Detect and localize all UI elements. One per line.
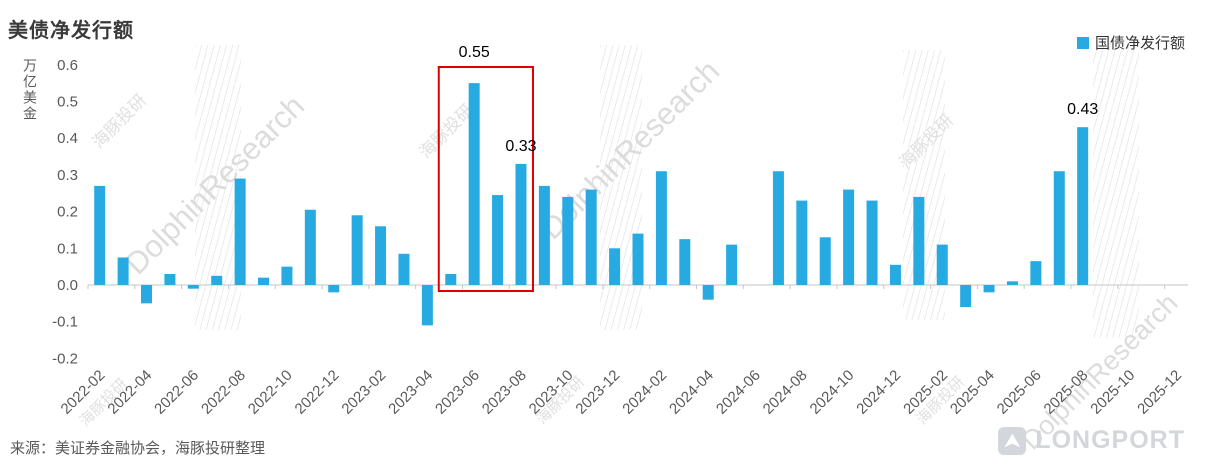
- bar-2022-06: [187, 285, 199, 289]
- longport-logo-text: LONGPORT: [1035, 426, 1185, 454]
- x-tick-label: 2024-04: [666, 367, 717, 418]
- bar-2024-07: [772, 171, 784, 285]
- x-tick-label: 2024-12: [853, 367, 904, 418]
- bar-2025-03: [960, 285, 972, 308]
- bar-2023-02: [375, 226, 387, 285]
- chart-title: 美债净发行额: [8, 20, 134, 42]
- x-tick-label: 2024-06: [713, 367, 764, 418]
- bar-2024-05: [726, 244, 738, 285]
- y-tick-label: 0.2: [57, 204, 78, 221]
- bar-2023-01: [351, 215, 363, 285]
- bar-2024-03: [679, 239, 691, 285]
- bar-2023-10: [562, 196, 574, 285]
- source-note: 来源：美证券金融协会，海豚投研整理: [10, 440, 266, 457]
- x-tick-label: 2025-04: [947, 367, 998, 418]
- y-tick-label: 0.6: [57, 57, 78, 74]
- bar-2024-02: [655, 171, 667, 285]
- bar-2025-05: [1006, 281, 1018, 285]
- bar-2023-06: [468, 83, 480, 286]
- bar-2024-09: [819, 237, 831, 285]
- highlight-box: [437, 66, 534, 292]
- bar-2023-07: [492, 195, 504, 285]
- bar-2022-02: [94, 185, 106, 285]
- bar-2022-09: [258, 277, 270, 285]
- bar-2024-11: [866, 200, 878, 285]
- x-tick-label: 2025-10: [1087, 367, 1138, 418]
- bar-2025-06: [1030, 261, 1042, 285]
- legend-swatch-icon: [1076, 36, 1089, 49]
- annotation-2023-08: 0.33: [505, 138, 536, 155]
- x-tick-label: 2025-12: [1134, 367, 1185, 418]
- bar-2025-04: [983, 285, 995, 293]
- bar-2024-08: [796, 200, 808, 285]
- x-tick-label: 2023-04: [385, 367, 436, 418]
- bar-2024-01: [632, 233, 644, 285]
- bar-2022-04: [141, 285, 153, 304]
- bar-2025-02: [936, 244, 948, 285]
- bar-2023-05: [445, 273, 457, 285]
- x-tick-label: 2022-06: [151, 367, 202, 418]
- x-tick-label: 2022-12: [292, 367, 343, 418]
- longport-logo-icon: [998, 426, 1027, 455]
- bar-2022-05: [164, 273, 176, 285]
- x-tick-label: 2022-08: [198, 367, 249, 418]
- y-tick-label: 0.0: [57, 277, 78, 294]
- bar-2024-12: [889, 264, 901, 285]
- x-tick-label: 2025-02: [900, 367, 951, 418]
- bar-2023-04: [421, 285, 433, 326]
- x-tick-label: 2024-10: [807, 367, 858, 418]
- bar-2023-11: [585, 189, 597, 285]
- annotation-2025-08: 0.43: [1067, 101, 1098, 118]
- bar-2022-07: [211, 275, 223, 285]
- x-tick-label: 2023-06: [432, 367, 483, 418]
- bar-2023-08: [515, 163, 527, 285]
- legend[interactable]: 国债净发行额: [1076, 32, 1185, 53]
- x-tick-label: 2024-02: [619, 367, 670, 418]
- bar-2024-10: [843, 189, 855, 285]
- x-tick-label: 2023-12: [572, 367, 623, 418]
- x-tick-label: 2024-08: [760, 367, 811, 418]
- y-tick-label: 0.4: [57, 130, 78, 147]
- y-tick-label: 0.1: [57, 240, 78, 257]
- bar-2025-08: [1077, 127, 1089, 285]
- x-tick-label: 2022-02: [58, 367, 109, 418]
- x-tick-label: 2022-04: [104, 367, 155, 418]
- x-tick-label: 2023-02: [338, 367, 389, 418]
- bar-2023-09: [538, 185, 550, 285]
- bar-2022-03: [117, 257, 129, 285]
- annotation-2023-06: 0.55: [459, 44, 490, 61]
- x-tick-label: 2022-10: [245, 367, 296, 418]
- bar-2022-10: [281, 266, 293, 285]
- bar-2022-12: [328, 285, 340, 293]
- x-tick-label: 2023-08: [479, 367, 530, 418]
- y-tick-label: -0.1: [52, 314, 78, 331]
- longport-logo: LONGPORT: [998, 426, 1185, 455]
- bar-2023-12: [609, 248, 621, 285]
- legend-label: 国债净发行额: [1094, 35, 1185, 52]
- y-tick-label: -0.2: [52, 350, 78, 367]
- x-tick-label: 2023-10: [526, 367, 577, 418]
- y-axis-title: 万亿美金: [22, 58, 38, 122]
- longport-logo-glyph: [1004, 433, 1021, 448]
- bar-2022-11: [304, 209, 316, 285]
- x-tick-label: 2025-08: [1041, 367, 1092, 418]
- bar-2022-08: [234, 178, 246, 285]
- bar-2025-01: [913, 196, 925, 285]
- bar-2024-04: [702, 285, 714, 300]
- x-tick-label: 2025-06: [994, 367, 1045, 418]
- bar-2025-07: [1053, 171, 1065, 285]
- bar-2023-03: [398, 253, 410, 285]
- y-tick-label: 0.5: [57, 94, 78, 111]
- y-tick-label: 0.3: [57, 167, 78, 184]
